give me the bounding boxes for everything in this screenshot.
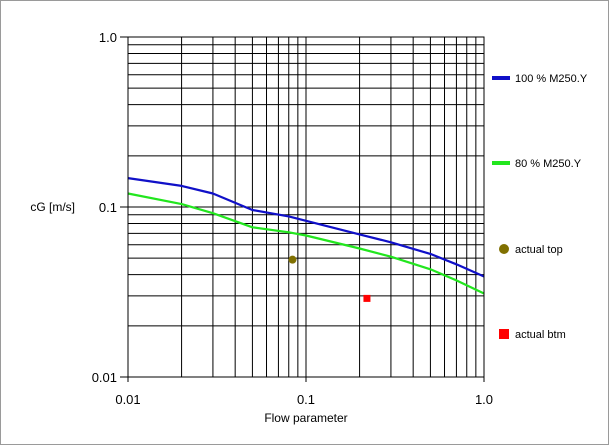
y-axis-title: cG [m/s] bbox=[30, 200, 75, 214]
legend-label: 100 % M250.Y bbox=[515, 73, 588, 85]
data-point-circle bbox=[288, 255, 297, 264]
y-tick-label: 1.0 bbox=[99, 30, 117, 45]
x-tick-label: 0.01 bbox=[115, 392, 140, 407]
legend-label: actual btm bbox=[515, 329, 566, 341]
x-tick-label: 0.1 bbox=[297, 392, 315, 407]
y-tick-label: 0.1 bbox=[99, 200, 117, 215]
data-point-square bbox=[363, 294, 371, 302]
y-tick-label: 0.01 bbox=[92, 370, 117, 385]
series-line bbox=[127, 192, 485, 295]
x-tick-label: 1.0 bbox=[475, 392, 493, 407]
series-line bbox=[127, 177, 485, 278]
legend-label: actual top bbox=[515, 244, 563, 256]
legend-square-swatch bbox=[499, 329, 509, 339]
legend-label: 80 % M250.Y bbox=[515, 158, 582, 170]
x-axis-title: Flow parameter bbox=[264, 411, 347, 425]
legend-circle-swatch bbox=[499, 244, 509, 254]
